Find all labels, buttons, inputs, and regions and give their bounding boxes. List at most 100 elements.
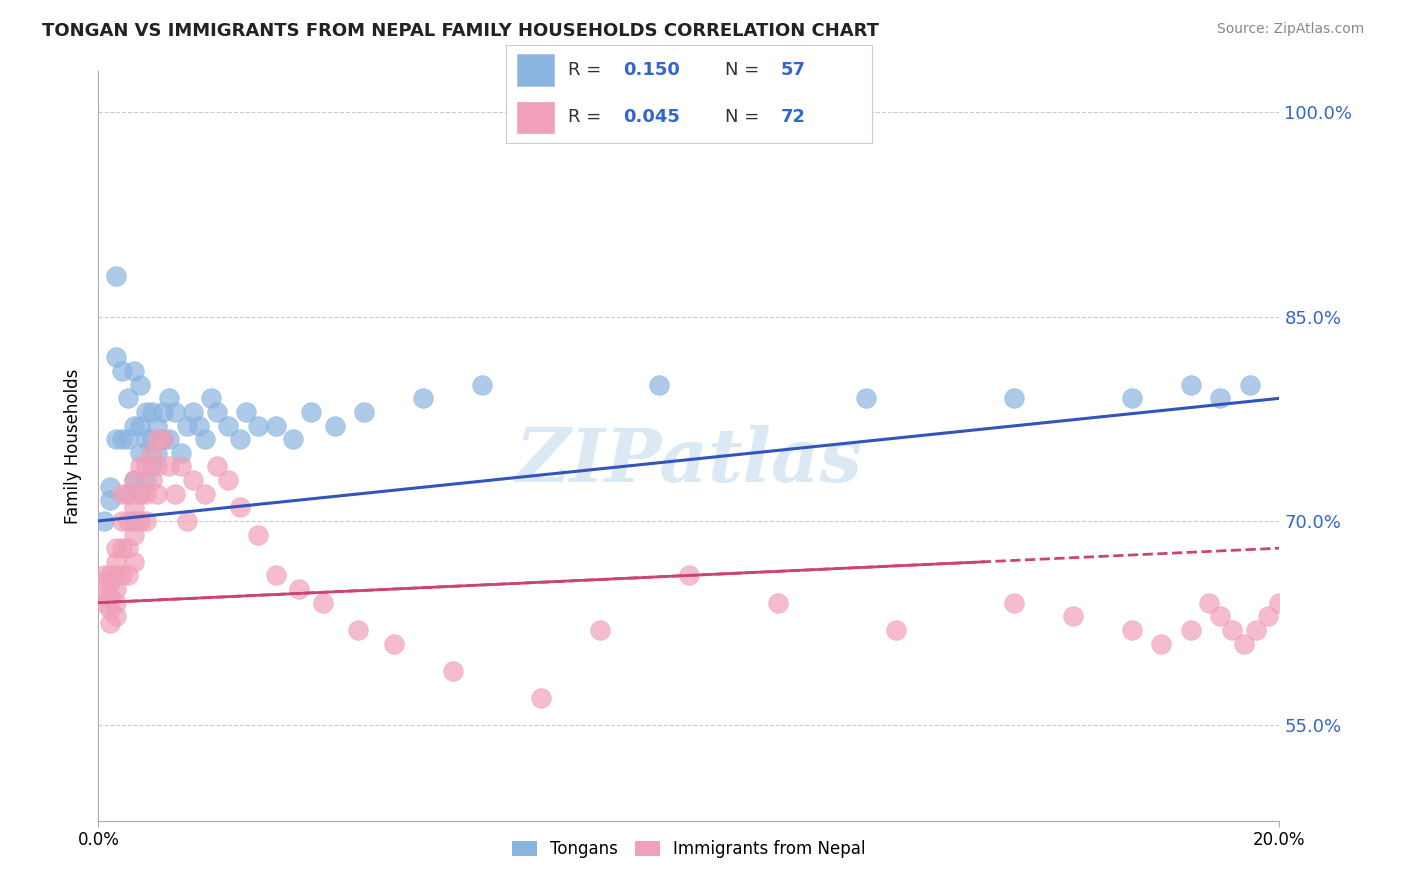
Point [98, 480, 121, 494]
Point [1257, 609, 1279, 624]
Point [122, 514, 145, 528]
Point [122, 527, 145, 541]
Point [1121, 623, 1143, 637]
Point [157, 392, 180, 406]
Text: N =: N = [725, 108, 765, 126]
FancyBboxPatch shape [517, 102, 554, 133]
Point [146, 486, 169, 500]
Text: N =: N = [725, 62, 765, 79]
Text: 0.150: 0.150 [623, 62, 681, 79]
Point [128, 459, 150, 474]
Point [141, 446, 163, 460]
Text: ZIPatlas: ZIPatlas [516, 425, 862, 497]
Point [1209, 392, 1232, 406]
Point [1150, 636, 1173, 650]
Point [122, 555, 145, 569]
Point [105, 568, 128, 582]
Point [98, 589, 121, 603]
Point [128, 486, 150, 500]
Point [235, 405, 257, 419]
Point [1180, 377, 1202, 392]
Point [283, 432, 305, 446]
Point [105, 555, 128, 569]
Point [288, 582, 311, 596]
Point [117, 541, 139, 556]
Point [98, 616, 121, 631]
Point [105, 582, 128, 596]
Point [135, 459, 157, 474]
Point [135, 405, 157, 419]
Point [98, 568, 121, 582]
Point [1121, 392, 1143, 406]
Point [382, 636, 405, 650]
Point [117, 514, 139, 528]
Point [122, 364, 145, 378]
Text: Source: ZipAtlas.com: Source: ZipAtlas.com [1216, 22, 1364, 37]
Text: TONGAN VS IMMIGRANTS FROM NEPAL FAMILY HOUSEHOLDS CORRELATION CHART: TONGAN VS IMMIGRANTS FROM NEPAL FAMILY H… [42, 22, 879, 40]
Point [217, 473, 239, 487]
Point [117, 486, 139, 500]
Point [1180, 623, 1202, 637]
Point [105, 596, 128, 610]
Point [128, 486, 150, 500]
Point [105, 268, 128, 283]
Point [128, 377, 150, 392]
Point [93, 568, 115, 582]
Point [152, 432, 174, 446]
Point [589, 623, 612, 637]
Text: 72: 72 [780, 108, 806, 126]
Point [146, 459, 169, 474]
Point [141, 432, 163, 446]
Point [105, 541, 128, 556]
Point [135, 514, 157, 528]
Point [105, 351, 128, 365]
Point [1002, 392, 1025, 406]
Text: 0.045: 0.045 [623, 108, 681, 126]
Point [98, 575, 121, 590]
Point [141, 473, 163, 487]
Point [246, 527, 269, 541]
Point [152, 405, 174, 419]
Point [246, 418, 269, 433]
Text: R =: R = [568, 108, 607, 126]
Point [181, 473, 204, 487]
Point [111, 486, 134, 500]
Point [128, 446, 150, 460]
Point [884, 623, 907, 637]
Point [205, 405, 228, 419]
Point [135, 432, 157, 446]
Point [111, 432, 134, 446]
Point [105, 432, 128, 446]
Legend: Tongans, Immigrants from Nepal: Tongans, Immigrants from Nepal [505, 833, 873, 864]
Point [165, 486, 187, 500]
Point [1233, 636, 1256, 650]
Point [194, 486, 217, 500]
Point [176, 514, 198, 528]
Point [648, 377, 671, 392]
Point [122, 500, 145, 515]
Point [146, 432, 169, 446]
Point [170, 446, 193, 460]
Point [105, 609, 128, 624]
Point [229, 432, 252, 446]
Point [181, 405, 204, 419]
Point [128, 418, 150, 433]
Point [128, 514, 150, 528]
Point [117, 392, 139, 406]
Point [111, 514, 134, 528]
Point [122, 473, 145, 487]
Point [187, 418, 209, 433]
Point [117, 568, 139, 582]
Point [412, 392, 434, 406]
Point [122, 418, 145, 433]
Point [1268, 596, 1291, 610]
Point [93, 514, 115, 528]
Point [111, 568, 134, 582]
Point [117, 432, 139, 446]
Point [141, 405, 163, 419]
Point [93, 575, 115, 590]
Point [157, 459, 180, 474]
Point [111, 541, 134, 556]
Y-axis label: Family Households: Family Households [65, 368, 83, 524]
Point [111, 364, 134, 378]
